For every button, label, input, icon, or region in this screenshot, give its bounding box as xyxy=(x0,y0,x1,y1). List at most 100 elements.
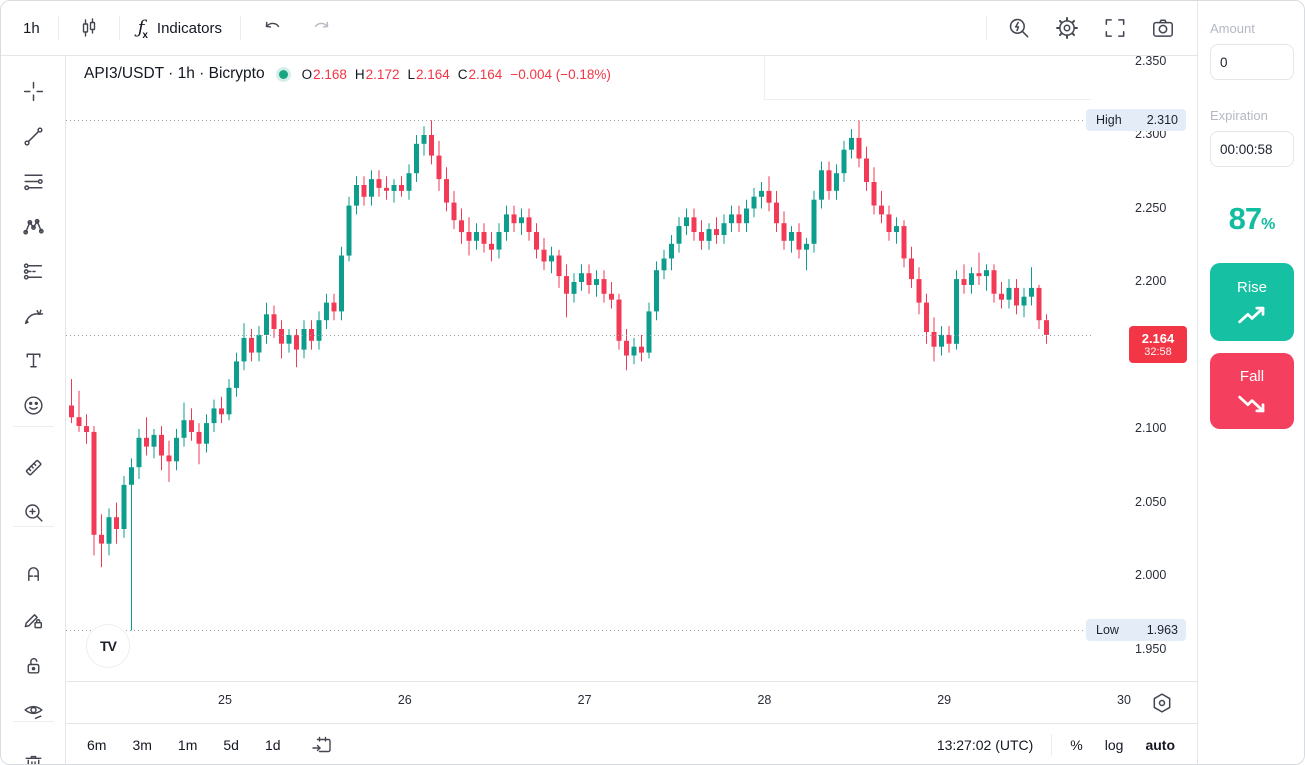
toolbar-divider xyxy=(57,16,59,40)
fullscreen-button[interactable] xyxy=(1091,9,1139,47)
tradingview-logo-icon: TV xyxy=(100,638,117,654)
tool-magnet-icon[interactable] xyxy=(15,556,51,588)
price-tick: 1.950 xyxy=(1135,641,1167,656)
settings-button[interactable] xyxy=(1043,9,1091,47)
date-labels: 25 26 27 28 29 30 xyxy=(66,682,1132,724)
last-price-value: 2.164 xyxy=(1141,330,1175,346)
tool-brush-icon[interactable] xyxy=(15,300,51,332)
expiration-input[interactable] xyxy=(1210,131,1294,167)
bottom-toolbar: 6m 3m 1m 5d 1d 13:27:02 (UTC) % log auto xyxy=(66,723,1197,764)
tool-fib-retracement-icon[interactable] xyxy=(15,165,51,197)
ohlc-pair: H 2.172 xyxy=(354,66,400,82)
trend-down-icon xyxy=(1235,393,1269,415)
market-status-dot xyxy=(278,69,288,79)
toolbar-divider xyxy=(239,16,241,40)
fall-label: Fall xyxy=(1239,367,1265,385)
fall-button[interactable]: Fall xyxy=(1210,353,1294,429)
range-5d-button[interactable]: 5d xyxy=(223,737,239,753)
date-tick: 30 xyxy=(1117,693,1131,707)
chart-style-button[interactable] xyxy=(67,10,111,46)
trade-panel: Amount Expiration 87% Rise Fall xyxy=(1197,1,1304,764)
high-value: 2.310 xyxy=(1146,113,1178,127)
chart-area[interactable]: API3/USDT · 1h · Bicrypto O 2.168 H 2.172 L 2… xyxy=(66,56,1091,681)
price-tick: 2.100 xyxy=(1135,421,1167,435)
tool-zoom-in-icon[interactable] xyxy=(15,496,51,528)
range-buttons: 6m 3m 1m 5d 1d xyxy=(78,732,290,758)
ohlc-values: O 2.168 H 2.172 L 2.164 C 2.164 −0.004 (−0.18%) xyxy=(302,67,611,82)
low-value: 1.963 xyxy=(1146,623,1178,637)
symbol-title: API3/USDT · 1h · Bicrypto xyxy=(84,65,265,82)
low-marker: Low 1.963 xyxy=(1086,619,1186,641)
tool-xabcd-pattern-icon[interactable] xyxy=(15,210,51,242)
change-value: −0.004 (−0.18%) xyxy=(510,66,611,82)
trend-up-icon xyxy=(1235,304,1269,326)
indicators-button[interactable]: ƒx Indicators xyxy=(128,13,232,43)
amount-label: Amount xyxy=(1210,21,1255,36)
range-3m-button[interactable]: 3m xyxy=(132,737,152,753)
sidebar-divider xyxy=(13,526,54,527)
price-tick: 2.050 xyxy=(1135,494,1167,509)
tool-drawing-pencil-lock-icon[interactable] xyxy=(15,603,51,635)
interval-label: 1h xyxy=(23,19,40,37)
ohlc-pair: C 2.164 xyxy=(457,66,503,82)
date-tick: 28 xyxy=(757,693,772,707)
range-1d-button[interactable]: 1d xyxy=(264,737,281,753)
date-tick: 25 xyxy=(218,693,232,707)
date-tick: 27 xyxy=(577,693,592,707)
candlestick-style-icon xyxy=(77,16,101,40)
time-axis[interactable]: 25 26 27 28 29 30 xyxy=(66,681,1197,723)
price-axis[interactable]: High 2.310 Low 1.963 2.164 32:58 2.350 2.… xyxy=(1086,54,1197,681)
tool-emoji-icon[interactable] xyxy=(15,389,51,421)
price-tick: 2.200 xyxy=(1135,274,1167,288)
go-to-date-button[interactable] xyxy=(306,729,338,761)
toolbar-right-group xyxy=(978,9,1187,47)
amount-input[interactable] xyxy=(1210,44,1294,80)
ohlc-pair: O 2.168 xyxy=(301,66,347,82)
tool-long-position-icon[interactable] xyxy=(15,255,51,287)
axis-settings-button[interactable] xyxy=(1149,690,1175,716)
date-tick: 26 xyxy=(397,693,412,707)
percent-scale-button[interactable]: % xyxy=(1070,737,1083,753)
price-tick: 2.000 xyxy=(1135,568,1167,582)
sidebar-divider xyxy=(13,721,54,722)
candlestick-chart xyxy=(69,120,1049,631)
top-toolbar: 1h ƒx Indicators xyxy=(1,1,1197,56)
panel-edge-horizontal xyxy=(764,99,1091,100)
high-level-line xyxy=(66,120,1087,121)
tool-crosshair-icon[interactable] xyxy=(15,75,51,107)
screenshot-button[interactable] xyxy=(1139,9,1187,47)
log-scale-button[interactable]: log xyxy=(1104,737,1124,753)
indicators-label: Indicators xyxy=(156,19,222,37)
chart-legend: API3/USDT · 1h · Bicrypto O 2.168 H 2.172 L 2… xyxy=(84,65,611,83)
low-label: Low xyxy=(1096,623,1119,637)
toolbar-divider xyxy=(118,16,120,40)
ohlc-pair: L 2.164 xyxy=(407,66,450,82)
payout-suffix: % xyxy=(1261,216,1276,233)
tool-text-tool-icon[interactable] xyxy=(15,344,51,376)
redo-button[interactable] xyxy=(297,10,345,46)
last-price-line xyxy=(66,335,1129,336)
bottom-divider xyxy=(1051,734,1053,756)
price-tick: 2.250 xyxy=(1135,200,1167,215)
tool-measure-ruler-icon[interactable] xyxy=(15,451,51,483)
drawing-toolbar xyxy=(1,56,66,764)
interval-button[interactable]: 1h xyxy=(13,14,50,43)
last-price-badge: 2.164 32:58 xyxy=(1129,326,1187,363)
rise-label: Rise xyxy=(1236,278,1267,296)
rise-button[interactable]: Rise xyxy=(1210,263,1294,341)
bottom-right-group: 13:27:02 (UTC) % log auto xyxy=(929,733,1183,757)
tool-trend-line-icon[interactable] xyxy=(15,120,51,152)
high-marker: High 2.310 xyxy=(1086,109,1186,131)
clock-utc[interactable]: 13:27:02 (UTC) xyxy=(936,737,1034,753)
indicators-fx-icon: ƒx xyxy=(137,17,148,42)
quick-search-button[interactable] xyxy=(995,9,1043,47)
tool-lock-all-icon[interactable] xyxy=(15,649,51,681)
undo-button[interactable] xyxy=(249,10,297,46)
panel-edge-vertical xyxy=(764,56,765,99)
auto-scale-button[interactable]: auto xyxy=(1145,737,1175,753)
range-6m-button[interactable]: 6m xyxy=(87,737,107,753)
tool-hide-drawings-icon[interactable] xyxy=(15,694,51,726)
tool-remove-drawings-icon[interactable] xyxy=(15,747,51,764)
range-1m-button[interactable]: 1m xyxy=(177,737,198,753)
